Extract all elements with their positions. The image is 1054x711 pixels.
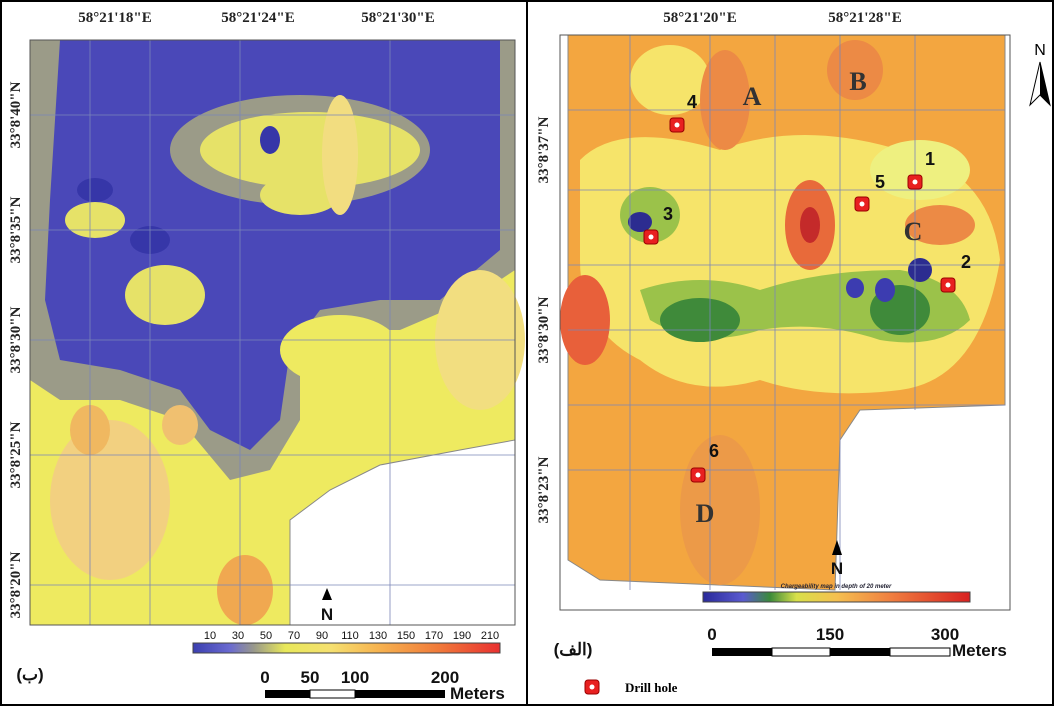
colorbar — [193, 643, 500, 653]
scale-unit: Meters — [450, 684, 505, 703]
colorbar-label: 10 — [204, 630, 216, 642]
coordinate-label: 33°8'30"N — [8, 306, 24, 373]
drill-hole-center — [860, 202, 865, 207]
scale-label: 0 — [707, 625, 716, 644]
zone-label: D — [696, 499, 715, 528]
coordinate-label: 58°21'18"E — [78, 10, 152, 26]
drill-hole-label: 4 — [687, 92, 697, 112]
scale-unit: Meters — [952, 641, 1007, 660]
colorbar-label: 210 — [481, 630, 499, 642]
right-map — [560, 35, 1010, 610]
scale-bar — [265, 690, 445, 698]
colorbar — [703, 592, 970, 602]
north-label: N — [1034, 42, 1046, 59]
coordinate-label: 33°8'20"N — [8, 551, 24, 618]
drill-hole-label: 2 — [961, 252, 971, 272]
coordinate-label: 33°8'25"N — [8, 421, 24, 488]
drill-hole-center — [649, 235, 654, 240]
colorbar-label: 170 — [425, 630, 443, 642]
drill-hole-label: 3 — [663, 204, 673, 224]
coordinate-label: 58°21'28"E — [828, 10, 902, 26]
colorbar-label: 90 — [316, 630, 328, 642]
left-map — [30, 40, 525, 625]
coordinate-label: 33°8'37"N — [536, 116, 552, 183]
scale-label: 150 — [816, 625, 844, 644]
coordinate-label: 33°8'23"N — [536, 456, 552, 523]
coordinate-label: 58°21'24"E — [221, 10, 295, 26]
zone-label: B — [849, 67, 866, 96]
zone-label: A — [743, 82, 762, 111]
drill-hole-label: 1 — [925, 149, 935, 169]
colorbar-label: 30 — [232, 630, 244, 642]
legend-label: Drill hole — [625, 680, 678, 695]
scale-label: 50 — [301, 668, 320, 687]
colorbar-label: 110 — [341, 630, 359, 642]
legend: Drill hole — [585, 680, 678, 695]
coordinate-label: 33°8'35"N — [8, 196, 24, 263]
north-label: N — [831, 559, 843, 578]
coordinate-label: 33°8'40"N — [8, 81, 24, 148]
figure: 58°21'18"E 58°21'24"E 58°21'30"E 33°8'40… — [0, 0, 1054, 706]
scale-label: 0 — [260, 668, 269, 687]
colorbar-label: 190 — [453, 630, 471, 642]
north-label: N — [321, 605, 333, 624]
scale-bar — [712, 648, 950, 656]
colorbar-title: Chargeability map in depth of 20 meter — [781, 584, 892, 590]
panel-label: (الف) — [554, 640, 593, 659]
colorbar-label: 130 — [369, 630, 387, 642]
colorbar-label: 150 — [397, 630, 415, 642]
coordinate-label: 33°8'30"N — [536, 296, 552, 363]
drill-hole-label: 6 — [709, 441, 719, 461]
drill-hole-center — [946, 283, 951, 288]
colorbar-label: 70 — [288, 630, 300, 642]
drill-hole-center — [913, 180, 918, 185]
drill-hole-center — [696, 473, 701, 478]
panel-label: (ب) — [16, 665, 43, 684]
coordinate-label: 58°21'20"E — [663, 10, 737, 26]
drill-hole-label: 5 — [875, 172, 885, 192]
drill-hole-center — [675, 123, 680, 128]
zone-label: C — [904, 217, 923, 246]
scale-label: 100 — [341, 668, 369, 687]
coordinate-label: 58°21'30"E — [361, 10, 435, 26]
colorbar-label: 50 — [260, 630, 272, 642]
north-arrow — [322, 588, 332, 600]
